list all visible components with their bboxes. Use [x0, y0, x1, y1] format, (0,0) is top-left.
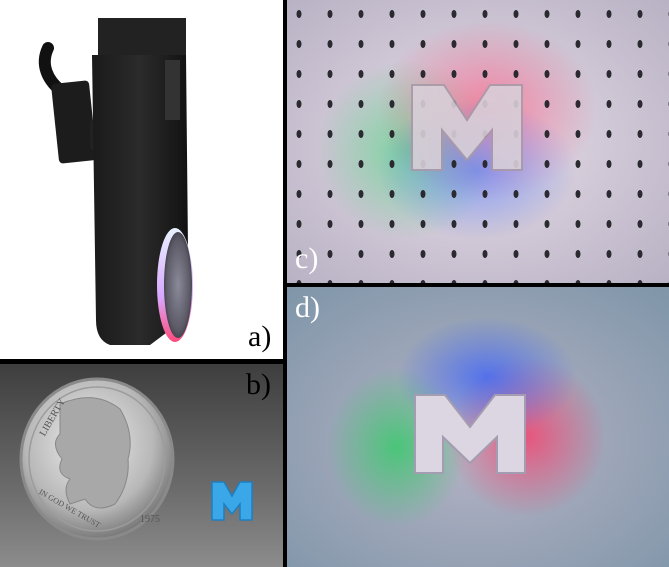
- horizontal-divider-right: [287, 283, 669, 287]
- panel-c-label: c): [295, 242, 319, 275]
- panel-a: a): [0, 0, 283, 359]
- blue-m-object: [211, 481, 253, 521]
- vertical-divider: [283, 0, 287, 567]
- panel-d: d): [287, 287, 669, 567]
- panel-c: c): [287, 0, 669, 283]
- m-imprint-lit: [414, 394, 526, 474]
- panel-d-label: d): [295, 291, 320, 324]
- sensor-device-illustration: [38, 18, 193, 345]
- panel-b: LIBERTY IN GOD WE TRUST 1975 b): [0, 364, 283, 567]
- m-imprint: [411, 84, 523, 171]
- panel-a-label: a): [248, 320, 272, 353]
- coin-comparison-illustration: [0, 364, 283, 567]
- rgb-imprint-image: [287, 287, 669, 567]
- panel-b-label: b): [246, 368, 271, 401]
- coin-year-text: 1975: [140, 514, 160, 525]
- marker-imprint-image: [287, 0, 669, 283]
- horizontal-divider-left: [0, 359, 283, 364]
